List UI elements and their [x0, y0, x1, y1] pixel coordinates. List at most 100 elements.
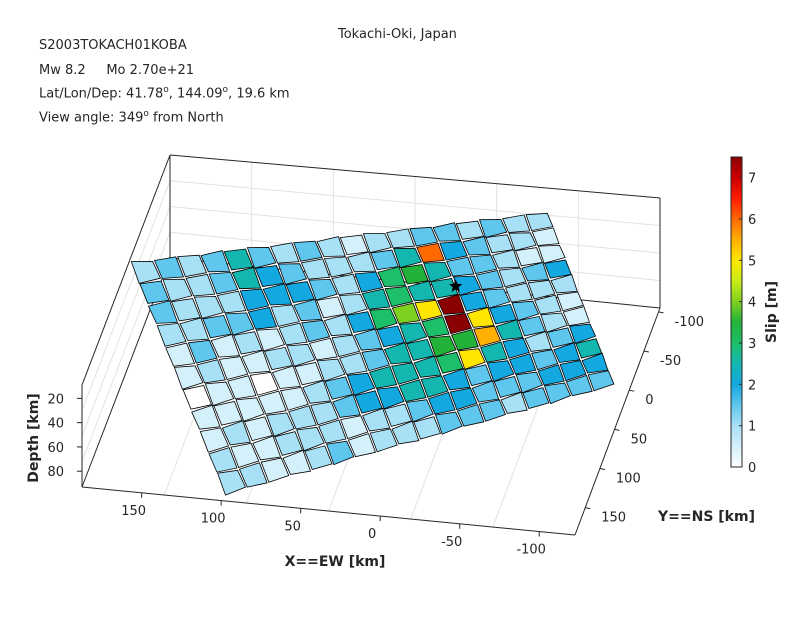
slip-patch [515, 371, 543, 394]
slip-patch [199, 427, 230, 453]
location-lat-text: Lat/Lon/Dep: 41.78 [39, 86, 164, 102]
z-tick-label: 40 [47, 417, 64, 432]
slip-patch [316, 236, 346, 257]
slip-patch [391, 362, 420, 385]
slip-patch [416, 242, 445, 263]
slip-patch [187, 339, 218, 364]
slip-patch [370, 249, 399, 271]
slip-patch [550, 274, 578, 294]
slip-patch [537, 244, 566, 264]
slip-patch [442, 368, 471, 391]
z-tick-label: 80 [47, 465, 64, 480]
z-tick-label: 20 [47, 392, 64, 407]
slip-patches [130, 212, 615, 496]
slip-patch [302, 380, 331, 404]
slip-patch [405, 399, 434, 423]
slip-patch [421, 316, 450, 338]
slip-patch [263, 346, 294, 371]
slip-patch [534, 294, 562, 315]
slip-patch [304, 445, 333, 470]
x-tick-label: 150 [121, 504, 146, 519]
slip-patch [254, 265, 285, 287]
y-tick-label: -100 [675, 315, 705, 330]
slip-patch [531, 349, 559, 371]
slip-patch [331, 334, 361, 358]
z-axis-label: Depth [km] [26, 393, 42, 482]
slip-patch [243, 416, 273, 442]
slip-patch [288, 405, 317, 430]
slip-patch [384, 286, 414, 307]
slip-patch [294, 362, 324, 386]
y-tick-mark [599, 467, 606, 470]
slip-patch [331, 273, 361, 296]
grid-line [81, 206, 171, 437]
slip-patch [208, 447, 238, 473]
slip-patch [170, 298, 201, 322]
slip-patch [266, 412, 295, 437]
slip-patch [286, 343, 316, 367]
slip-patch [362, 233, 392, 254]
slip-patch [544, 382, 572, 405]
slip-patch [521, 262, 550, 282]
slip-patch [223, 248, 254, 271]
slip-patch [544, 259, 572, 279]
slip-patch [210, 334, 241, 358]
slip-patch [565, 374, 593, 397]
colorbar-tick-label: 1 [748, 420, 756, 435]
y-tick-label: 0 [645, 393, 653, 408]
slip-patch [391, 420, 420, 445]
slip-patch [525, 212, 554, 232]
colorbar-tick-label: 5 [748, 254, 756, 269]
slip-patch [540, 312, 568, 333]
slip-patch [241, 350, 271, 374]
slip-patch [354, 271, 384, 293]
magnitude-line: Mw 8.2 Mo 2.70e+21 [39, 63, 194, 78]
slip-patch [191, 404, 221, 430]
y-tick-mark [658, 311, 664, 314]
slip-patch [556, 291, 584, 312]
degree-mark: o [143, 109, 149, 119]
slip-patch [386, 228, 415, 249]
slip-patch [204, 381, 235, 407]
slip-patch [293, 240, 323, 262]
slip-patch [462, 236, 491, 256]
slip-patch [185, 273, 216, 297]
slip-patch [393, 247, 422, 268]
slip-patch [362, 407, 391, 432]
slip-patch [508, 232, 537, 252]
slip-patch [537, 364, 565, 386]
slip-patch [270, 304, 300, 327]
slip-patch [270, 242, 300, 264]
slip-patch [173, 365, 204, 390]
slip-patch [213, 401, 243, 426]
slip-patch [491, 249, 521, 269]
slip-patch [347, 433, 377, 458]
slip-patch [239, 288, 270, 311]
slip-patch [193, 295, 224, 319]
slip-patch [182, 385, 213, 410]
event-name: S2003TOKACH01KOBA [39, 38, 187, 53]
colorbar-tick-label: 7 [748, 172, 756, 187]
slip-patch [409, 226, 439, 247]
slip-patch [478, 219, 508, 238]
moment-text: Mo 2.70e+21 [106, 63, 195, 78]
y-tick-mark [629, 389, 635, 392]
slip-patch [179, 317, 210, 341]
grid-line [169, 180, 661, 226]
slip-patch [383, 403, 413, 427]
slip-patch [502, 337, 530, 359]
slip-patch [432, 222, 462, 242]
slip-patch [498, 267, 527, 288]
slip-patch [398, 379, 427, 402]
slip-patch [500, 391, 528, 414]
y-tick-label: 50 [631, 432, 648, 447]
colorbar-scale [730, 156, 743, 468]
y-tick-mark [614, 428, 620, 431]
degree-mark: o [163, 85, 169, 95]
slip-patch [316, 358, 346, 382]
slip-patch [420, 375, 449, 398]
colorbar-tick-label: 3 [748, 337, 756, 352]
slip-patch [217, 469, 247, 496]
slip-patch [562, 306, 591, 327]
